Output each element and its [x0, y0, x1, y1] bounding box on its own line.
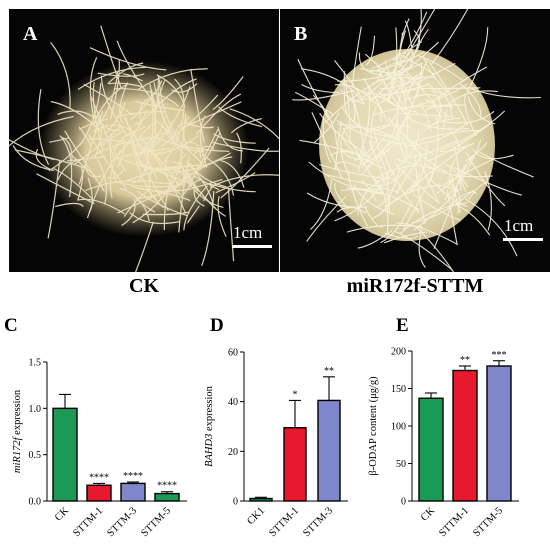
y-tick-label: 150: [391, 384, 406, 395]
bar-sttm-5: [486, 365, 512, 502]
y-tick-label: 20: [228, 447, 238, 458]
scale-bar-b: [503, 238, 543, 241]
category-label: CK: [53, 505, 71, 523]
photo-panel-ck: A 1cm: [9, 9, 279, 272]
significance-label: **: [324, 366, 334, 377]
category-label: CK: [419, 505, 437, 523]
scale-text-a: 1cm: [233, 223, 263, 242]
category-label: CK1: [245, 505, 267, 527]
panel-label: D: [210, 315, 224, 336]
panel-label: C: [4, 315, 18, 336]
category-label: STTM-5: [471, 505, 505, 539]
bar-sttm-3: [120, 482, 146, 502]
bar-ck: [52, 407, 78, 502]
bar-sttm-5: [154, 492, 180, 502]
y-tick-label: 1.5: [29, 358, 42, 369]
significance-label: ***: [492, 350, 507, 361]
y-tick-label: 0: [233, 497, 238, 508]
panel-label-b: B: [294, 23, 308, 45]
y-tick-label: 0.5: [29, 450, 42, 461]
y-tick-label: 100: [391, 422, 406, 433]
category-label: STTM-3: [105, 505, 139, 539]
bar-sttm-3: [317, 399, 341, 502]
significance-label: ****: [157, 481, 177, 492]
bar-sttm-1: [452, 369, 478, 502]
bar-ck1: [249, 497, 273, 502]
root-mass-image-sttm: [292, 9, 541, 272]
chart-c-mir172f: C 0.0 0.5 1.0 1.5 miR172f expression CK **** STT…: [4, 315, 187, 539]
y-tick-label: 50: [396, 459, 406, 470]
caption-ck: CK: [129, 275, 159, 297]
y-axis-label: β-ODAP content (μg/g): [368, 376, 379, 476]
y-tick-label: 1.0: [29, 404, 42, 415]
scale-text-b: 1cm: [504, 216, 534, 235]
y-tick-label: 60: [228, 348, 238, 359]
significance-label: **: [460, 355, 470, 366]
y-axis-label: BAHD3 expression: [204, 385, 215, 467]
caption-sttm: miR172f-STTM: [346, 275, 484, 297]
category-label: STTM-3: [301, 505, 335, 539]
bar-ck: [418, 397, 444, 502]
significance-label: ****: [89, 472, 109, 483]
category-label: STTM-1: [437, 505, 471, 539]
y-axis-label: miR172f expression: [12, 389, 23, 473]
panel-label: E: [396, 315, 409, 336]
category-label: STTM-5: [139, 505, 173, 539]
category-label: STTM-1: [267, 505, 301, 539]
y-tick-label: 40: [228, 397, 238, 408]
category-label: STTM-1: [71, 505, 105, 539]
bar-sttm-1: [283, 427, 307, 502]
y-tick-label: 0.0: [29, 497, 42, 508]
significance-label: *: [293, 389, 298, 400]
root-mass-image-ck: [9, 25, 279, 272]
scale-bar-a: [232, 245, 272, 248]
y-tick-label: 0: [401, 497, 406, 508]
photo-panel-sttm: B 1cm: [280, 9, 550, 272]
chart-d-bahd3: D 0 20 40 60 BAHD3 expression CK1 * STTM-1 ** STTM…: [204, 315, 348, 539]
y-tick-label: 200: [391, 347, 406, 358]
chart-e-odap: E 0 50 100 150 200 β-ODAP content (μg/g) CK ** ST…: [368, 315, 519, 539]
bar-sttm-1: [86, 484, 112, 502]
panel-label-a: A: [23, 23, 38, 45]
significance-label: ****: [123, 471, 143, 482]
